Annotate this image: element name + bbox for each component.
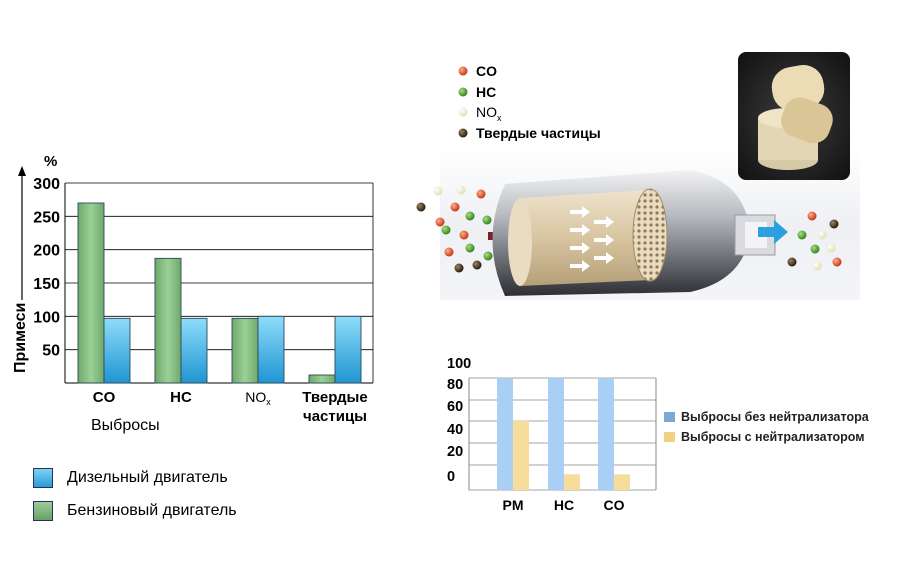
- legend-label-gasoline: Бензиновый двигатель: [67, 502, 237, 519]
- legend2-item-without: Выбросы без нейтрализатора: [664, 409, 869, 425]
- legend-dot-pm: [458, 128, 468, 138]
- exhaust-out-arrow: [758, 220, 788, 244]
- chart2-legend: Выбросы без нейтрализатора Выбросы с ней…: [664, 409, 869, 445]
- y-tick-label: 100: [33, 309, 60, 326]
- legend-swatch-gasoline: [33, 501, 53, 521]
- bar-diesel: [180, 317, 208, 384]
- bar-gasoline: [77, 202, 105, 384]
- legend2-label-without: Выбросы без нейтрализатора: [681, 410, 869, 424]
- bar-diesel: [103, 317, 131, 384]
- x-tick-label: NOx: [245, 389, 271, 407]
- y-tick-label: 300: [33, 176, 60, 193]
- legend-item-gasoline: Бензиновый двигатель: [33, 500, 237, 522]
- x-tick-label: HC: [170, 389, 192, 406]
- legend2-swatch-with: [664, 432, 675, 442]
- legend-label-pm: Твердые частицы: [476, 125, 601, 141]
- bar-diesel: [334, 315, 362, 384]
- y-tick-label: 250: [33, 209, 60, 226]
- legend-item-diesel: Дизельный двигатель: [33, 467, 237, 489]
- catalytic-converter: [492, 170, 776, 296]
- bar-gasoline: [154, 257, 182, 384]
- legend-dot-co: [458, 66, 468, 76]
- x-tick-label: частицы: [303, 408, 367, 425]
- x-tick-label: CO: [93, 389, 116, 406]
- bar-gasoline: [231, 317, 259, 384]
- legend-label-hc: HC: [476, 84, 497, 100]
- y-tick-label: 200: [33, 243, 60, 260]
- legend2-label-with: Выбросы с нейтрализатором: [681, 430, 865, 444]
- x-tick-label: Твердые: [302, 389, 367, 406]
- particle-legend: [458, 66, 468, 138]
- legend-dot-nox: [458, 107, 468, 117]
- catalyst-photo: [738, 52, 850, 180]
- legend2-swatch-without: [664, 412, 675, 422]
- flow-arrows: [570, 206, 614, 272]
- y-unit-label: %: [44, 153, 57, 170]
- chart1-legend: Дизельный двигатель Бензиновый двигатель: [33, 467, 237, 522]
- legend-label-diesel: Дизельный двигатель: [67, 469, 228, 486]
- incoming-particles: [416, 185, 493, 273]
- outgoing-particles: [787, 211, 842, 271]
- x-axis-title: Выбросы: [91, 417, 160, 434]
- y-tick-label: 150: [33, 276, 60, 293]
- y-axis-title: Примеси: [12, 303, 29, 373]
- legend-swatch-diesel: [33, 468, 53, 488]
- legend-label-nox: NOx: [476, 104, 502, 123]
- legend-dot-hc: [458, 87, 468, 97]
- bar-diesel: [257, 315, 285, 384]
- y-tick-label: 50: [42, 343, 60, 360]
- legend2-item-with: Выбросы с нейтрализатором: [664, 429, 869, 445]
- legend-label-co: CO: [476, 63, 497, 79]
- y-arrow-head: [18, 166, 26, 176]
